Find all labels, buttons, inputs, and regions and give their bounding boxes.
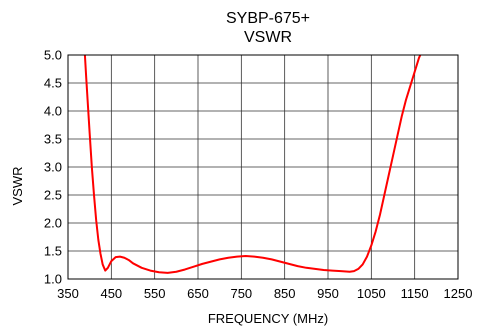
y-tick-label: 1.0 — [44, 272, 62, 287]
x-tick-label: 1150 — [401, 286, 429, 301]
y-tick-label: 1.5 — [44, 244, 62, 259]
y-tick-label: 3.0 — [44, 160, 62, 175]
y-axis-label: VSWR — [10, 167, 25, 206]
grid — [67, 54, 459, 280]
y-tick-label: 3.5 — [44, 132, 62, 147]
y-tick-labels: 1.0 1.5 2.0 2.5 3.0 3.5 4.0 4.5 5.0 — [44, 48, 62, 287]
series-layer — [83, 55, 422, 274]
x-axis-label: FREQUENCY (MHz) — [208, 311, 328, 326]
vswr-series-line — [83, 55, 422, 274]
chart-title: SYBP-675+ — [226, 10, 310, 27]
plot-border — [67, 54, 459, 280]
x-tick-label: 750 — [230, 286, 252, 301]
x-tick-label: 1050 — [357, 286, 386, 301]
x-tick-label: 950 — [317, 286, 339, 301]
chart-subtitle: VSWR — [244, 29, 292, 46]
x-tick-labels: 350 450 550 650 750 850 950 1050 1150 1250 — [57, 286, 472, 301]
y-tick-label: 2.0 — [44, 216, 62, 231]
x-tick-label: 650 — [187, 286, 209, 301]
y-tick-label: 2.5 — [44, 188, 62, 203]
y-tick-label: 4.5 — [44, 76, 62, 91]
x-tick-label: 1250 — [444, 286, 473, 301]
plot-frame — [67, 54, 459, 280]
x-tick-label: 350 — [57, 286, 79, 301]
x-tick-label: 550 — [144, 286, 166, 301]
x-tick-label: 450 — [100, 286, 122, 301]
x-tick-label: 850 — [274, 286, 296, 301]
y-tick-label: 4.0 — [44, 104, 62, 119]
y-tick-label: 5.0 — [44, 48, 62, 63]
